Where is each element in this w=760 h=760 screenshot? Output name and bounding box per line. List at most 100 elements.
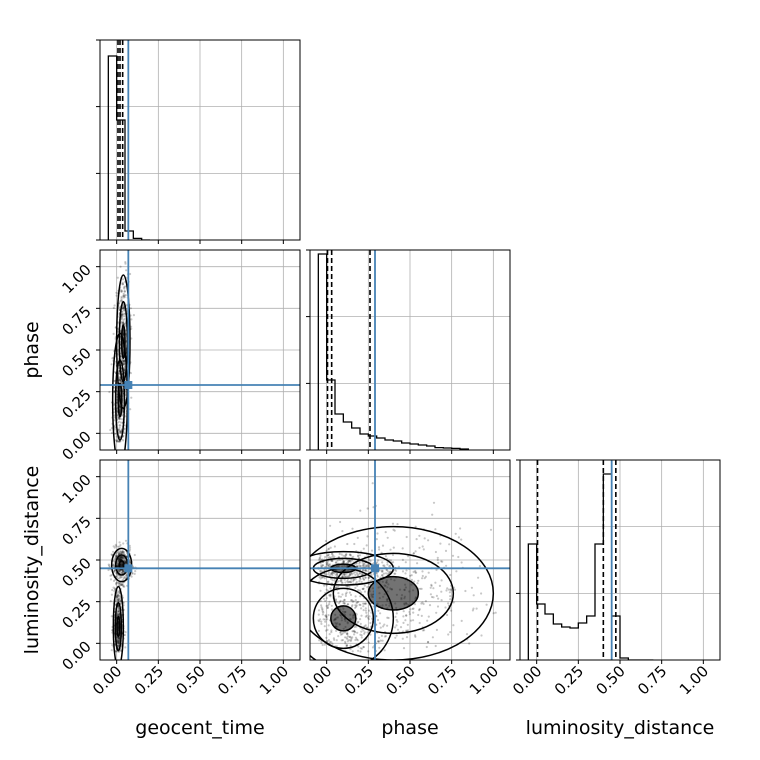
sample-point-314: [116, 565, 119, 568]
sample-point-404: [128, 548, 132, 551]
sample-point-227: [347, 575, 350, 578]
sample-point-550: [115, 596, 118, 599]
sample-point-341: [424, 575, 427, 578]
sample-point-645: [329, 593, 332, 596]
sample-point-547: [123, 308, 126, 312]
sample-point-480: [117, 594, 120, 597]
sample-point-773: [446, 587, 449, 590]
sample-point-473: [328, 633, 331, 636]
sample-point-702: [346, 603, 349, 606]
sample-point-1072: [395, 624, 398, 627]
sample-point-192: [119, 582, 122, 585]
sample-point-923: [317, 609, 321, 612]
sample-point-822: [321, 560, 324, 564]
sample-point-638: [123, 360, 126, 363]
sample-point-621: [331, 555, 334, 558]
sample-point-745: [341, 575, 344, 579]
sample-point-1036: [414, 525, 417, 528]
sample-point-183: [133, 572, 136, 576]
histogram-geocent_time: [107, 55, 150, 240]
sample-point-825: [116, 610, 119, 613]
sample-point-239: [121, 556, 125, 559]
sample-point-226: [119, 543, 122, 547]
contour-1-1: [118, 300, 129, 383]
sample-point-885: [412, 552, 415, 555]
sample-point-3: [117, 558, 120, 561]
sample-point-933: [426, 619, 429, 622]
sample-point-829: [115, 291, 118, 294]
sample-point-357: [114, 543, 117, 547]
sample-point-1020: [330, 582, 333, 585]
sample-point-439: [358, 603, 361, 606]
sample-point-502: [118, 598, 121, 601]
sample-point-600: [330, 631, 333, 634]
sample-point-524: [365, 626, 368, 629]
sample-point-295: [117, 428, 120, 431]
sample-point-250: [348, 575, 351, 578]
sample-point-1096: [323, 625, 326, 628]
sample-point-690: [121, 304, 125, 307]
sample-point-838: [395, 612, 398, 615]
sample-point-897: [377, 559, 380, 562]
sample-point-876: [445, 564, 448, 567]
sample-point-194: [389, 564, 392, 567]
sample-point-568: [327, 624, 330, 627]
contour-2-2: [367, 575, 420, 611]
sample-point-570: [121, 373, 124, 376]
sample-point-1000: [379, 639, 382, 642]
sample-point-666: [123, 370, 126, 373]
sample-point-569: [121, 311, 124, 314]
scatter-geocent_time-phase: [108, 261, 135, 450]
sample-point-913: [436, 556, 439, 559]
sample-point-418: [123, 360, 126, 363]
sample-point-966: [339, 520, 342, 524]
sample-point-247: [327, 553, 330, 556]
sample-point-499: [377, 636, 381, 639]
sample-point-914: [414, 550, 417, 553]
sample-point-1061: [475, 607, 478, 610]
sample-point-567: [117, 613, 120, 616]
sample-point-546: [123, 323, 126, 326]
sample-point-178: [110, 553, 113, 556]
sample-point-671: [345, 591, 348, 594]
sample-point-532: [122, 294, 125, 297]
sample-point-207: [118, 428, 121, 431]
sample-point-597: [363, 584, 366, 587]
sample-point-352: [118, 426, 121, 429]
sample-point-501: [327, 580, 330, 583]
sample-point-974: [352, 555, 355, 558]
sample-point-154: [118, 417, 121, 420]
sample-point-196: [339, 579, 342, 582]
x-tick-label-luminosity_distance-3: 0.75: [634, 662, 670, 698]
sample-point-249: [321, 576, 324, 579]
sample-point-286: [331, 574, 334, 577]
sample-point-1105: [381, 561, 384, 564]
histogram-phase: [317, 253, 469, 450]
sample-point-840: [366, 535, 369, 538]
sample-point-507: [110, 649, 113, 652]
sample-point-1064: [359, 595, 362, 598]
sample-point-553: [351, 650, 354, 653]
sample-point-260: [370, 573, 373, 576]
sample-point-666: [378, 622, 381, 625]
sample-point-584: [123, 296, 126, 299]
sample-point-981: [435, 628, 438, 632]
sample-point-748: [116, 276, 119, 279]
sample-point-836: [414, 634, 417, 637]
sample-point-455: [116, 409, 119, 412]
sample-point-142: [118, 379, 121, 382]
sample-point-964: [425, 645, 428, 649]
sample-point-459: [368, 615, 371, 618]
sample-point-74: [117, 428, 120, 432]
sample-point-971: [378, 548, 381, 551]
sample-point-864: [389, 559, 392, 562]
sample-point-733: [327, 547, 331, 550]
sample-point-56: [124, 577, 127, 580]
sample-point-552: [331, 583, 334, 586]
sample-point-329: [361, 564, 364, 567]
sample-point-663: [130, 337, 133, 340]
sample-point-9: [359, 565, 362, 568]
sample-point-652: [121, 362, 124, 365]
sample-point-628: [360, 636, 363, 639]
sample-point-360: [123, 550, 126, 554]
